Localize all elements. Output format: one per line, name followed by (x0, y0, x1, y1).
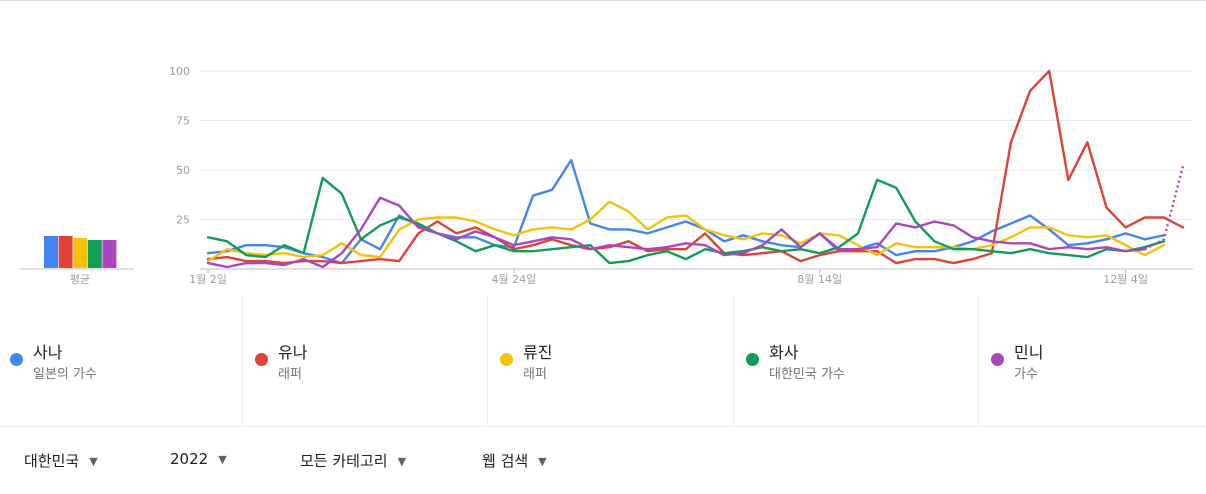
legend-divider (733, 295, 734, 425)
interest-over-time-chart: 25 50 75 100 1월 2일 4월 24일 8월 14일 12월 4일 (169, 65, 1193, 286)
category-value: 모든 카테고리 (300, 452, 388, 470)
color-dot-icon (255, 353, 268, 366)
series-line-ryujin (206, 200, 1166, 263)
average-bar-ryujin (73, 238, 88, 268)
legend-subtitle: 일본의 가수 (33, 367, 97, 382)
color-dot-icon (500, 353, 513, 366)
y-tick-label: 100 (169, 65, 190, 78)
series-line-sana (206, 158, 1166, 265)
legend-name: 류진 (523, 343, 553, 362)
legend-item-ryujin[interactable]: 류진 래퍼 (490, 295, 735, 425)
series-partial-line-minnie (1144, 165, 1185, 251)
region-dropdown[interactable]: 대한민국 ▼ (24, 450, 98, 471)
y-tick-label: 50 (176, 164, 190, 177)
legend-subtitle: 대한민국 가수 (769, 367, 845, 382)
legend-subtitle: 래퍼 (278, 367, 302, 382)
x-tick-label: 12월 4일 (1103, 272, 1148, 286)
legend-item-sana[interactable]: 사나 일본의 가수 (0, 295, 245, 425)
caret-down-icon: ▼ (218, 453, 227, 466)
x-tick-label: 1월 2일 (189, 272, 227, 286)
average-bar-chart: 평균 (20, 236, 134, 286)
legend-subtitle: 가수 (1014, 367, 1038, 382)
legend-divider (487, 295, 488, 425)
legend-item-yuna[interactable]: 유나 래퍼 (245, 295, 490, 425)
legend-name: 유나 (278, 343, 308, 362)
average-label: 평균 (70, 273, 90, 286)
period-value: 2022 (170, 450, 209, 468)
y-tick-label: 75 (176, 115, 190, 128)
color-dot-icon (991, 353, 1004, 366)
legend-bottom-divider (0, 426, 1206, 427)
color-dot-icon (10, 353, 23, 366)
average-bar-minnie (102, 240, 117, 268)
legend-subtitle: 래퍼 (523, 367, 547, 382)
average-bar-yuna (58, 236, 73, 268)
caret-down-icon: ▼ (538, 455, 547, 468)
caret-down-icon: ▼ (397, 455, 407, 468)
legend-item-minnie[interactable]: 민니 가수 (981, 295, 1206, 425)
legend: 사나 일본의 가수 유나 래퍼 류진 래퍼 화사 대한민국 가수 민니 가수 (0, 295, 1206, 425)
legend-divider (242, 295, 243, 425)
legend-name: 민니 (1014, 343, 1044, 362)
legend-name: 사나 (33, 343, 63, 362)
x-tick-label: 4월 24일 (492, 272, 537, 286)
search-type-value: 웹 검색 (482, 452, 529, 470)
x-tick-label: 8월 14일 (797, 272, 842, 286)
series-line-hwasa (206, 176, 1166, 265)
search-type-dropdown[interactable]: 웹 검색 ▼ (482, 450, 547, 471)
caret-down-icon: ▼ (89, 455, 98, 468)
legend-divider (978, 295, 979, 425)
top-divider (0, 0, 1206, 1)
region-value: 대한민국 (24, 452, 80, 470)
series-line-yuna (206, 69, 1185, 265)
average-bar-hwasa (87, 240, 102, 268)
color-dot-icon (746, 353, 759, 366)
y-tick-label: 25 (176, 214, 190, 227)
series-line-minnie (206, 196, 1147, 269)
category-dropdown[interactable]: 모든 카테고리 ▼ (300, 450, 406, 471)
legend-item-hwasa[interactable]: 화사 대한민국 가수 (736, 295, 981, 425)
period-dropdown[interactable]: 2022 ▼ (170, 450, 227, 468)
average-bar-sana (44, 236, 58, 268)
legend-name: 화사 (769, 343, 799, 362)
filter-bar: 대한민국 ▼ 2022 ▼ 모든 카테고리 ▼ 웹 검색 ▼ (0, 440, 1206, 480)
